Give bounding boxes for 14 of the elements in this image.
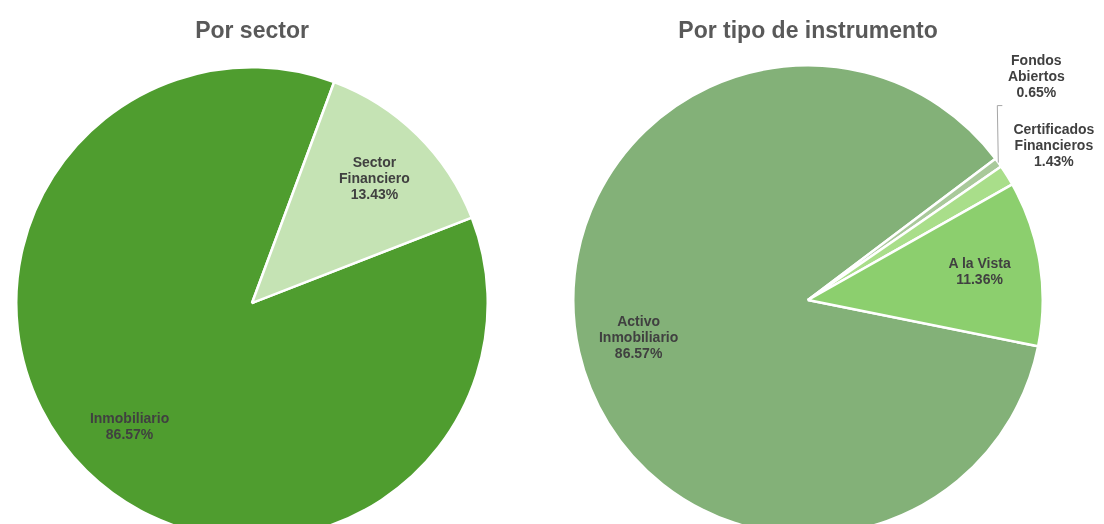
- slice-label: Inmobiliario: [89, 410, 170, 427]
- data-label: 86.57%: [105, 426, 154, 443]
- data-label: 11.36%: [956, 271, 1004, 288]
- slice-label: Certificados Financieros: [1013, 121, 1095, 154]
- chart-title: Por tipo de instrumento: [678, 17, 938, 44]
- slice-label: A la Vista: [948, 255, 1011, 272]
- data-label: 0.65%: [1016, 84, 1057, 101]
- slice-label: Activo Inmobiliario: [598, 313, 679, 346]
- data-label: 86.57%: [614, 345, 663, 362]
- slice-label: Sector Financiero: [339, 153, 410, 186]
- slice-label: Fondos Abiertos: [1007, 52, 1065, 85]
- data-label: 13.43%: [350, 185, 399, 202]
- chart-title: Por sector: [195, 17, 309, 44]
- data-label: 1.43%: [1034, 153, 1075, 170]
